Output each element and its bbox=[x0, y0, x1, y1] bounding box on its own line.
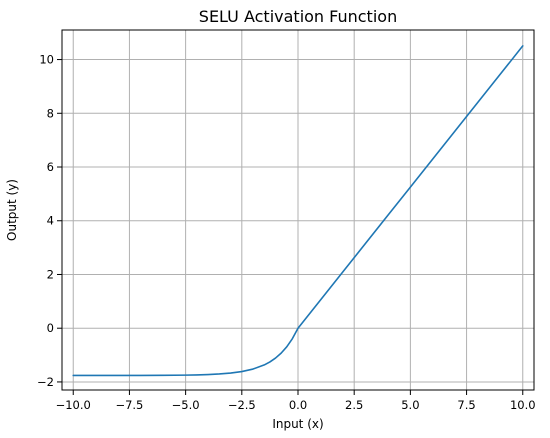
x-tick-label: −7.5 bbox=[115, 398, 143, 412]
x-tick-label: −10.0 bbox=[56, 398, 91, 412]
selu-series-line bbox=[72, 45, 524, 377]
x-tick-label: 10.0 bbox=[510, 398, 536, 412]
series-layer bbox=[72, 45, 524, 377]
y-tick-label: 10 bbox=[39, 53, 54, 67]
x-tick-label: 5.0 bbox=[401, 398, 419, 412]
y-tick-label: 4 bbox=[47, 214, 54, 228]
x-tick-label: −5.0 bbox=[172, 398, 200, 412]
grid-layer bbox=[62, 30, 534, 390]
y-tick-label: 8 bbox=[47, 106, 54, 120]
x-tick-label: 2.5 bbox=[345, 398, 363, 412]
y-tick-label: −2 bbox=[37, 375, 54, 389]
x-tick-label: 0.0 bbox=[289, 398, 307, 412]
x-axis-label: Input (x) bbox=[272, 417, 323, 431]
chart-title: SELU Activation Function bbox=[199, 7, 397, 26]
x-tick-label: 7.5 bbox=[457, 398, 475, 412]
y-tick-label: 0 bbox=[47, 321, 54, 335]
y-tick-label: 6 bbox=[47, 160, 54, 174]
y-axis-label: Output (y) bbox=[5, 179, 19, 241]
y-tick-label: 2 bbox=[47, 267, 54, 281]
tick-layer: −10.0 −7.5 −5.0 −2.5 0.0 2.5 5.0 7.5 10.0 −2 0 2 4 6 8… bbox=[37, 53, 536, 412]
x-tick-label: −2.5 bbox=[228, 398, 256, 412]
